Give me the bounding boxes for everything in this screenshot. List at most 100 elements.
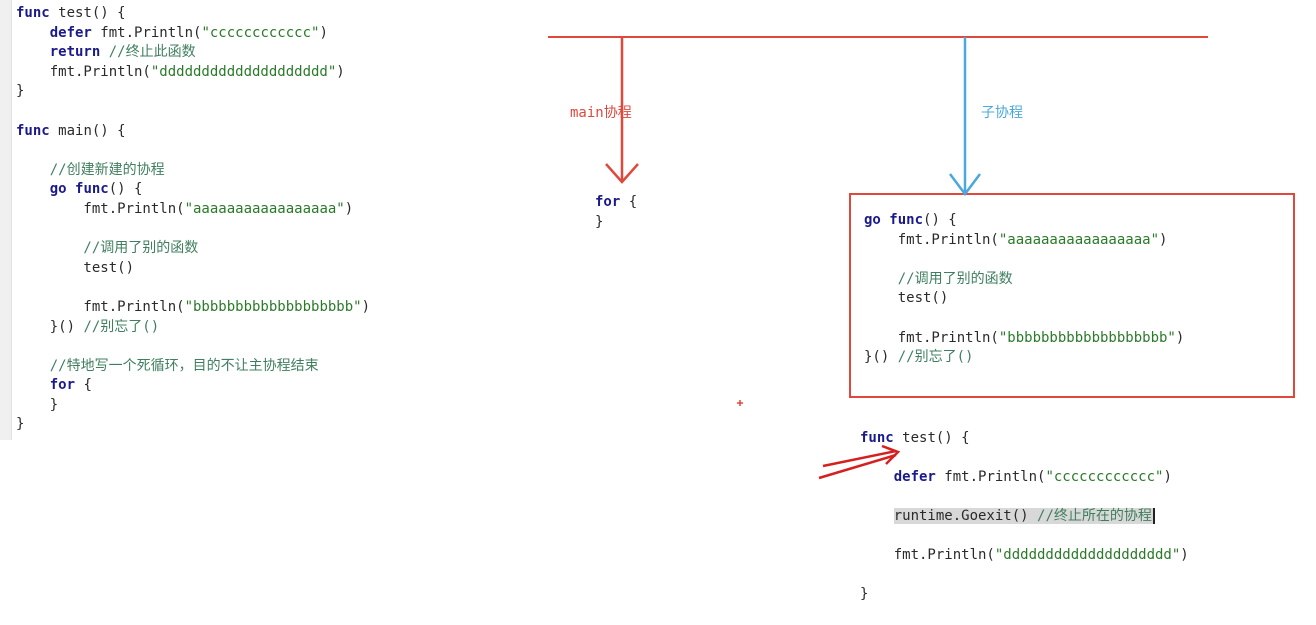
string-literal: "aaaaaaaaaaaaaaaaa" [998, 231, 1160, 248]
code-text: ) [361, 298, 371, 315]
code-comment: //别忘了() [83, 318, 160, 335]
code-text: }() [864, 349, 898, 366]
code-text: } [595, 213, 604, 230]
code-comment: //调用了别的函数 [864, 270, 1013, 287]
code-line: //创建新建的协程 [16, 161, 370, 181]
keyword: func [16, 5, 59, 21]
main-goroutine-label: main协程 [570, 105, 632, 121]
string-literal: "bbbbbbbbbbbbbbbbbbb" [998, 329, 1176, 346]
code-text: fmt.Println( [16, 63, 151, 80]
code-text: test() { [902, 429, 970, 446]
code-text: test() [864, 290, 949, 307]
code-line: defer fmt.Println("cccccccccccc") [16, 24, 370, 44]
code-text: ) [1159, 231, 1168, 248]
diagram-overlay [548, 36, 1208, 480]
code-text: fmt.Println( [864, 329, 999, 346]
main-arrow-head [605, 163, 639, 184]
code-line: return //终止此函数 [16, 43, 370, 63]
string-literal: "dddddddddddddddddddd" [994, 547, 1181, 564]
string-literal: "cccccccccccc" [201, 24, 320, 41]
code-line: }() //别忘了() [864, 348, 1184, 368]
code-line: func main() { [16, 122, 370, 142]
keyword-defer: defer [860, 468, 945, 485]
code-comment: //终止此函数 [108, 44, 196, 61]
code-line: for { [595, 193, 637, 213]
code-text: ) [344, 200, 354, 217]
code-text: test() [16, 259, 135, 276]
editor-gutter [0, 0, 12, 440]
left-code-editor: func test() { defer fmt.Println("ccccccc… [16, 4, 370, 435]
code-line: fmt.Println("aaaaaaaaaaaaaaaaa") [864, 231, 1184, 251]
code-text: main() { [58, 122, 126, 139]
code-text: fmt.Println( [864, 231, 999, 248]
code-text: } [16, 416, 25, 433]
code-text: ) [1180, 547, 1189, 564]
code-line: fmt.Println("dddddddddddddddddddd") [16, 63, 370, 83]
keyword: return [16, 44, 109, 61]
code-line: } [16, 82, 370, 102]
code-text: } [860, 586, 869, 603]
code-line: fmt.Println("bbbbbbbbbbbbbbbbbbb") [864, 329, 1185, 349]
code-comment: //别忘了() [897, 349, 974, 366]
code-line: go func() { [864, 211, 1184, 231]
code-text: ) [1175, 329, 1185, 346]
code-line: defer fmt.Println("cccccccccccc") [860, 468, 1189, 488]
string-literal: "dddddddddddddddddddd" [150, 63, 337, 80]
code-text: fmt.Println( [944, 468, 1046, 485]
string-literal: "aaaaaaaaaaaaaaaaa" [184, 200, 345, 217]
code-comment: //调用了别的函数 [16, 240, 199, 257]
code-line: test() [16, 259, 370, 279]
code-line: } [16, 396, 370, 416]
code-line: fmt.Println("aaaaaaaaaaaaaaaaa") [16, 200, 370, 220]
code-comment: //创建新建的协程 [16, 161, 165, 178]
code-line: for { [16, 376, 370, 396]
code-line: //特地写一个死循环，目的不让主协程结束 [16, 357, 370, 377]
keyword: go [16, 181, 76, 198]
keyword: defer [16, 24, 101, 41]
code-line: } [16, 415, 370, 435]
code-text: { [628, 194, 638, 210]
text-cursor [1152, 507, 1155, 524]
code-line: go func() { [16, 180, 370, 200]
code-text: fmt.Println( [16, 298, 185, 315]
keyword-func: func [860, 429, 903, 446]
code-text: } [16, 83, 25, 100]
keyword: func [889, 212, 924, 228]
keyword: func [75, 181, 109, 198]
code-text: fmt.Println( [100, 24, 202, 41]
pointer-arrow-line [818, 453, 897, 480]
sub-arrow-head [949, 173, 981, 197]
code-text: fmt.Println( [16, 200, 185, 217]
keyword: for [595, 194, 629, 210]
code-line: //调用了别的函数 [864, 270, 1184, 290]
code-text: fmt.Println( [860, 547, 995, 564]
pointer-arrow-head [881, 444, 901, 465]
code-text: ) [319, 24, 328, 41]
keyword: for [16, 377, 84, 394]
code-line: fmt.Println("dddddddddddddddddddd") [860, 546, 1189, 566]
string-literal: "bbbbbbbbbbbbbbbbbbb" [184, 298, 362, 315]
code-line: fmt.Println("bbbbbbbbbbbbbbbbbbb") [16, 298, 370, 318]
code-line: test() [864, 289, 1184, 309]
pointer-arrow-line [822, 449, 897, 468]
code-line: func test() { [16, 4, 370, 24]
sub-goroutine-label: 子协程 [981, 105, 1023, 121]
code-line: }() //别忘了() [16, 318, 370, 338]
code-line: func test() { [860, 429, 1189, 449]
code-comment: //特地写一个死循环，目的不让主协程结束 [16, 357, 319, 374]
code-text: ) [336, 63, 345, 80]
string-literal: "cccccccccccc" [1045, 468, 1164, 485]
code-text: ) [1163, 468, 1172, 485]
goroutine-code-block: go func() { fmt.Println("aaaaaaaaaaaaaaa… [864, 211, 1184, 368]
code-text: () { [923, 212, 957, 228]
code-text: () { [108, 181, 143, 198]
goroutine-highlight-box [849, 193, 1295, 398]
code-line: } [595, 213, 637, 233]
main-goroutine-for-loop: for {} [595, 193, 637, 232]
code-text: }() [16, 318, 84, 335]
keyword: func [16, 122, 59, 139]
code-text: { [83, 377, 92, 394]
code-text: } [16, 396, 59, 413]
keyword: go [864, 212, 890, 228]
code-line: //调用了别的函数 [16, 239, 370, 259]
